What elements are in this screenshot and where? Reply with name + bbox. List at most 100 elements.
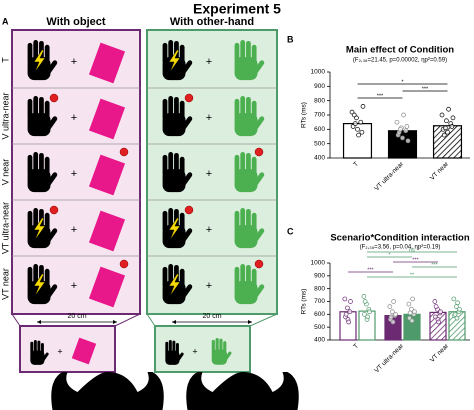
visual-stimulus bbox=[49, 205, 59, 215]
plus-sign: + bbox=[206, 168, 212, 180]
data-point bbox=[387, 304, 393, 309]
participant-head bbox=[228, 384, 257, 410]
y-tick-label: 400 bbox=[314, 155, 325, 162]
significance-label: *** bbox=[431, 262, 438, 268]
row-label: V near bbox=[0, 159, 10, 186]
data-point bbox=[355, 126, 360, 132]
object bbox=[88, 98, 126, 140]
object bbox=[88, 42, 126, 84]
data-point bbox=[446, 106, 451, 112]
data-point bbox=[433, 304, 439, 309]
data-point bbox=[436, 319, 441, 325]
visual-stimulus bbox=[184, 93, 194, 103]
plus-sign: + bbox=[206, 224, 212, 236]
data-point bbox=[397, 126, 403, 132]
data-point bbox=[391, 299, 396, 304]
scene-object bbox=[71, 337, 97, 365]
data-point bbox=[432, 299, 438, 304]
y-tick-label: 800 bbox=[314, 97, 325, 104]
data-point bbox=[451, 296, 457, 302]
touch-bolt bbox=[168, 217, 181, 241]
row-label: T bbox=[0, 57, 10, 63]
touch-bolt bbox=[33, 273, 46, 297]
data-point bbox=[362, 299, 368, 304]
data-point bbox=[347, 309, 353, 315]
significance-label: *** bbox=[377, 93, 384, 99]
y-tick-label: 1000 bbox=[311, 260, 326, 267]
data-point bbox=[438, 309, 443, 315]
data-point bbox=[412, 309, 417, 315]
x-tick-label: T bbox=[352, 343, 360, 351]
plus-sign: + bbox=[71, 56, 77, 68]
column-header: With object bbox=[46, 16, 106, 28]
plus-sign: + bbox=[206, 280, 212, 292]
data-point bbox=[358, 119, 364, 125]
visual-stimulus bbox=[49, 93, 59, 103]
touch-bolt bbox=[168, 273, 181, 297]
y-axis-label: RTs (ms) bbox=[301, 102, 308, 128]
data-point bbox=[394, 119, 400, 125]
data-point bbox=[346, 319, 351, 325]
data-point bbox=[390, 309, 395, 315]
object bbox=[88, 210, 126, 252]
bar bbox=[387, 130, 418, 159]
significance-label: * bbox=[401, 79, 404, 85]
data-point bbox=[457, 306, 462, 312]
x-tick-label: T bbox=[352, 161, 360, 169]
row-label: VT near bbox=[0, 268, 10, 300]
data-point bbox=[404, 124, 410, 129]
y-axis-label: RTs (ms) bbox=[301, 289, 308, 315]
data-point bbox=[361, 294, 367, 299]
data-point bbox=[409, 318, 415, 324]
touch-bolt bbox=[33, 49, 46, 73]
plus-sign: + bbox=[57, 346, 62, 356]
data-point bbox=[342, 296, 348, 302]
significance-label: *** bbox=[367, 267, 374, 273]
significance-label: ns bbox=[409, 247, 415, 253]
data-point bbox=[365, 314, 370, 320]
visual-stimulus bbox=[119, 259, 129, 269]
bar bbox=[384, 315, 402, 341]
plus-sign: + bbox=[206, 112, 212, 124]
x-tick-label: VT ultra-near bbox=[373, 160, 405, 192]
plus-sign: + bbox=[71, 280, 77, 292]
data-point bbox=[400, 135, 405, 141]
data-point bbox=[403, 128, 409, 134]
distance-label: 20 cm bbox=[67, 313, 86, 320]
data-point bbox=[454, 315, 460, 321]
data-point bbox=[359, 129, 365, 135]
y-tick-label: 900 bbox=[314, 83, 325, 90]
chart-subtitle: (F₂,₃₈=21.45, p=0.00002, ηp²=0.59) bbox=[353, 58, 447, 64]
data-point bbox=[410, 296, 415, 302]
plus-sign: + bbox=[192, 346, 197, 356]
data-point bbox=[445, 129, 450, 135]
chart-subtitle: (F₂,₃₈=3.56, p=0.04, ηp²=0.19) bbox=[360, 245, 441, 251]
bar bbox=[403, 313, 421, 341]
data-point bbox=[390, 319, 396, 325]
plus-sign: + bbox=[71, 112, 77, 124]
data-point bbox=[388, 314, 394, 320]
chart-title: Main effect of Condition bbox=[346, 45, 454, 56]
panel-a: With object + + + + +20 cm + With other-hand + + +… bbox=[0, 16, 299, 410]
plus-sign: + bbox=[71, 224, 77, 236]
data-point bbox=[367, 309, 372, 315]
data-point bbox=[450, 115, 456, 121]
figure-title: Experiment 5 bbox=[193, 1, 281, 17]
y-tick-label: 400 bbox=[314, 337, 325, 344]
data-point bbox=[362, 311, 367, 317]
chart-title: Scenario*Condition interaction bbox=[330, 233, 470, 244]
panel-letter: C bbox=[287, 226, 294, 236]
x-tick-label: VT ultra-near bbox=[373, 342, 405, 374]
participant-head bbox=[93, 384, 122, 410]
bar bbox=[339, 311, 357, 341]
data-point bbox=[360, 104, 366, 109]
data-point bbox=[449, 124, 455, 129]
significance-label: ** bbox=[410, 272, 415, 278]
row-label: VT ultra-near bbox=[0, 202, 10, 254]
touch-bolt bbox=[33, 217, 46, 241]
data-point bbox=[444, 118, 449, 124]
data-point bbox=[406, 301, 412, 307]
visual-stimulus bbox=[254, 259, 264, 269]
x-tick-label: VT near bbox=[429, 160, 451, 182]
